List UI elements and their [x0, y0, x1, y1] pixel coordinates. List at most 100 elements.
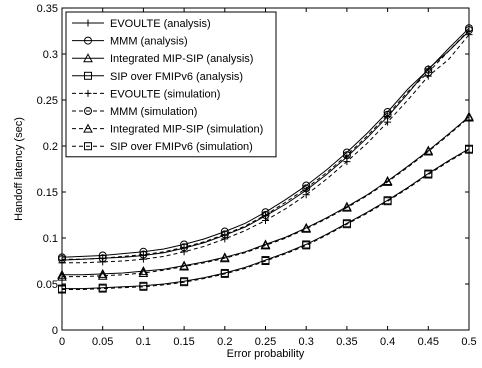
data-point — [423, 146, 434, 156]
series-6 — [58, 26, 473, 264]
data-point — [342, 151, 351, 160]
data-point — [98, 254, 107, 263]
legend-box — [65, 11, 277, 158]
data-point — [465, 26, 473, 35]
x-tick-label: 0.3 — [299, 336, 314, 348]
data-point — [139, 255, 147, 263]
y-tick-label: 0.35 — [37, 3, 58, 15]
series-line — [61, 27, 470, 258]
series-7 — [57, 112, 474, 281]
data-point — [58, 255, 66, 264]
data-point — [464, 112, 474, 122]
data-point — [219, 253, 230, 263]
y-tick-label: 0.3 — [43, 49, 58, 61]
series-3 — [57, 111, 474, 279]
data-point — [180, 243, 189, 252]
series-line — [62, 116, 470, 276]
data-point — [383, 107, 392, 116]
legend: EVOULTE (analysis) MMM (analysis) Integrat… — [65, 11, 277, 158]
data-point — [342, 220, 351, 229]
data-point — [261, 208, 270, 217]
data-point — [98, 284, 107, 293]
legend-marker — [84, 89, 92, 97]
tick-layer: 0 0.05 0.1 0.15 0.2 0.25 0.3 0.35 0.4 0.45 0.5 0 0.0… — [37, 3, 477, 348]
data-point — [465, 31, 473, 39]
legend-label: Integrated MIP-SIP (simulation) — [110, 124, 263, 136]
x-tick-label: 0.35 — [336, 336, 357, 348]
data-point — [180, 240, 189, 249]
legend-label: Integrated MIP-SIP (analysis) — [110, 53, 253, 65]
x-tick-label: 0.4 — [380, 336, 395, 348]
legend-label: SIP over FMIPv6 (analysis) — [110, 71, 243, 83]
data-point — [180, 278, 189, 287]
series-5 — [58, 31, 473, 267]
data-point — [302, 184, 311, 193]
y-tick-label: 0.05 — [37, 279, 58, 291]
legend-marker — [84, 142, 92, 151]
data-point — [261, 257, 270, 265]
legend-label: SIP over FMIPv6 (simulation) — [110, 141, 253, 153]
x-tick-label: 0.2 — [217, 336, 232, 348]
data-point — [301, 223, 312, 233]
series-layer — [57, 24, 474, 294]
legend-marker — [84, 71, 92, 80]
legend-label: MMM (analysis) — [110, 36, 188, 48]
data-point — [139, 250, 148, 259]
data-point — [383, 110, 392, 119]
x-tick-label: 0 — [59, 336, 65, 348]
data-point — [302, 191, 310, 199]
data-point — [220, 230, 229, 239]
data-point — [260, 240, 271, 250]
data-point — [58, 285, 66, 294]
data-point — [384, 118, 392, 126]
data-point — [138, 266, 149, 276]
legend-label: EVOULTE (simulation) — [110, 88, 220, 100]
y-tick-label: 0.25 — [37, 95, 58, 107]
data-point — [382, 176, 393, 186]
data-point — [57, 269, 67, 279]
x-tick-label: 0.25 — [255, 336, 276, 348]
data-point — [302, 181, 311, 190]
data-point — [424, 68, 433, 77]
x-tick-label: 0.45 — [418, 336, 439, 348]
data-point — [139, 282, 148, 291]
series-line — [62, 148, 470, 290]
series-line — [62, 149, 470, 290]
data-point — [343, 158, 351, 166]
y-axis-label: Handoff latency (sec) — [13, 117, 25, 221]
data-point — [138, 267, 149, 277]
data-point — [139, 247, 148, 256]
y-tick-label: 0.15 — [37, 187, 58, 199]
data-point — [220, 227, 229, 236]
data-point — [383, 197, 392, 206]
y-tick-label: 0 — [52, 325, 58, 337]
legend-label: EVOULTE (analysis) — [110, 18, 211, 30]
y-tick-label: 0.1 — [43, 233, 58, 245]
x-axis-label: Error probability — [227, 348, 305, 360]
data-point — [424, 170, 433, 179]
x-tick-label: 0.1 — [136, 336, 151, 348]
legend-label: MMM (simulation) — [110, 106, 197, 118]
y-tick-label: 0.2 — [43, 141, 58, 153]
x-tick-label: 0.15 — [173, 336, 194, 348]
data-point — [97, 268, 108, 278]
data-point — [179, 261, 189, 271]
legend-marker — [84, 107, 92, 115]
data-point — [261, 211, 270, 219]
data-point — [302, 241, 311, 250]
series-line — [62, 117, 470, 278]
data-point — [342, 202, 352, 212]
series-line — [62, 29, 470, 260]
data-point — [57, 271, 67, 281]
x-tick-label: 0.05 — [92, 336, 113, 348]
data-point — [220, 269, 229, 278]
x-tick-label: 0.5 — [461, 336, 476, 348]
legend-marker — [84, 19, 92, 27]
data-point — [221, 235, 229, 243]
legend-marker — [83, 53, 93, 63]
data-point — [180, 248, 188, 256]
legend-marker — [84, 36, 92, 45]
data-point — [97, 270, 108, 280]
series-8 — [58, 145, 473, 294]
